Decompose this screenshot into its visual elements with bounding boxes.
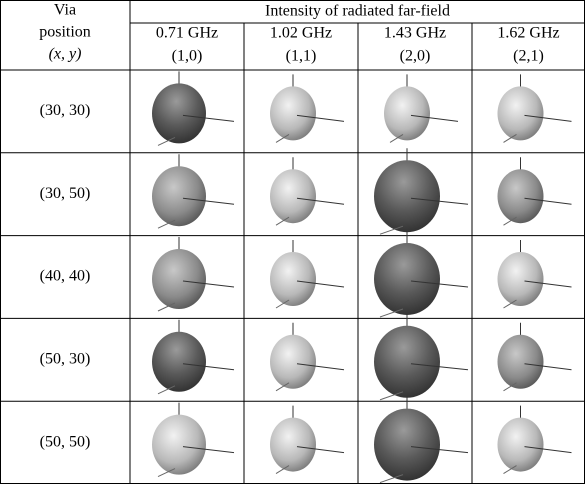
radiation-pattern	[498, 74, 572, 142]
pattern-lobe	[374, 243, 440, 315]
pattern-lobe	[374, 160, 440, 232]
row-position: (50, 50)	[40, 433, 91, 450]
mode: (2,1)	[513, 48, 544, 65]
row-position: (30, 50)	[40, 185, 91, 202]
radiation-pattern	[498, 157, 572, 225]
pattern-lobe	[384, 86, 430, 140]
radiation-pattern	[270, 323, 344, 391]
radiation-pattern	[374, 314, 468, 400]
frequency: 1.43 GHz	[384, 25, 446, 42]
frequency: 1.02 GHz	[270, 25, 332, 42]
pattern-lobe	[270, 169, 316, 223]
pattern-lobe	[270, 418, 316, 472]
pattern-lobe	[498, 418, 544, 472]
via-header: Via	[54, 2, 76, 19]
frequency: 0.71 GHz	[156, 25, 218, 42]
pattern-lobe	[270, 86, 316, 140]
mode: (2,0)	[400, 48, 431, 65]
row-position: (50, 30)	[40, 350, 91, 367]
pattern-lobe	[498, 335, 544, 389]
radiation-pattern	[384, 74, 458, 142]
via-header: (x, y)	[49, 46, 82, 63]
pattern-lobe	[152, 415, 206, 475]
radiation-pattern	[152, 154, 234, 228]
radiation-pattern	[152, 320, 234, 394]
pattern-lobe	[498, 169, 544, 223]
results-table: Via position (x, y) Intensity of radiated f…	[0, 0, 585, 484]
group-header: Intensity of radiated far-field	[265, 3, 450, 20]
pattern-lobe	[152, 83, 206, 143]
radiation-pattern	[374, 231, 468, 317]
pattern-lobe	[152, 332, 206, 392]
frequency: 1.62 GHz	[497, 25, 559, 42]
radiation-pattern	[498, 240, 572, 308]
pattern-lobe	[374, 409, 440, 481]
pattern-lobe	[498, 252, 544, 306]
pattern-lobe	[152, 249, 206, 309]
radiation-pattern	[152, 71, 234, 145]
radiation-pattern	[152, 237, 234, 311]
radiation-pattern	[374, 148, 468, 234]
radiation-pattern	[270, 74, 344, 142]
radiation-pattern	[498, 323, 572, 391]
pattern-lobe	[498, 86, 544, 140]
mode: (1,0)	[172, 48, 203, 65]
pattern-lobe	[374, 326, 440, 398]
radiation-pattern	[374, 397, 468, 483]
radiation-pattern	[270, 240, 344, 308]
row-position: (30, 30)	[40, 102, 91, 119]
via-header: position	[39, 24, 91, 41]
radiation-pattern	[498, 406, 572, 474]
radiation-pattern	[270, 406, 344, 474]
pattern-lobe	[270, 252, 316, 306]
radiation-pattern	[270, 157, 344, 225]
page: {"table": { "header": { "via": ["Via", "…	[0, 0, 585, 484]
radiation-pattern	[152, 403, 234, 477]
pattern-lobe	[270, 335, 316, 389]
pattern-lobe	[152, 166, 206, 226]
mode: (1,1)	[286, 48, 317, 65]
row-position: (40, 40)	[40, 268, 91, 285]
